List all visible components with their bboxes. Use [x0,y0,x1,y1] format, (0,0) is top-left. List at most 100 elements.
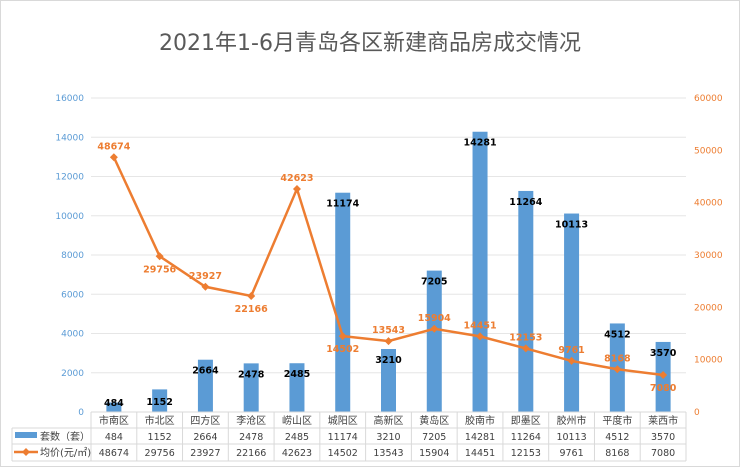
left-axis-tick: 0 [78,408,84,418]
price-marker [155,252,164,261]
left-axis-tick: 2000 [61,369,84,379]
table-cell-price: 48674 [99,448,129,459]
table-cell-price: 22166 [236,448,266,459]
price-data-label: 14451 [464,320,497,331]
price-marker [476,332,485,341]
price-data-label: 8168 [604,353,631,364]
price-data-label: 14502 [326,344,359,355]
category-label: 李沧区 [236,414,266,427]
bar-市北区 [152,389,168,412]
table-cell-price: 14502 [328,448,358,459]
right-axis-tick: 60000 [694,94,723,104]
price-data-label: 7080 [650,383,677,394]
price-marker [430,324,439,333]
count-data-label: 1152 [146,397,172,408]
count-data-label: 7205 [421,277,447,288]
category-label: 即墨区 [511,415,541,427]
category-label: 崂山区 [282,415,312,427]
table-cell-price: 15904 [419,448,449,459]
price-data-label: 12153 [509,332,542,343]
count-data-label: 4512 [604,329,630,340]
bar-胶州市 [564,213,580,412]
table-cell-count: 2478 [239,432,263,443]
count-data-label: 11174 [326,199,359,210]
right-axis-tick: 40000 [694,199,723,209]
category-label: 胶南市 [465,414,495,427]
legend-price: 均价(元/㎡) [40,447,91,459]
price-data-label: 22166 [235,304,268,315]
table-cell-count: 2485 [285,432,309,443]
price-marker [659,370,668,379]
table-cell-count: 4512 [605,432,629,443]
bar-即墨区 [518,190,534,412]
count-data-label: 2664 [192,366,219,377]
table-cell-count: 11264 [511,432,541,443]
table-cell-price: 7080 [651,448,675,459]
count-data-label: 2485 [284,369,310,380]
table-cell-count: 484 [105,432,123,443]
table-cell-count: 2664 [193,432,217,443]
table-cell-count: 14281 [465,432,495,443]
left-axis-tick: 4000 [61,330,84,340]
table-cell-price: 29756 [145,448,175,459]
bar-崂山区 [289,363,305,412]
price-data-label: 29756 [143,264,176,275]
price-marker [201,282,210,291]
left-axis-tick: 8000 [61,251,84,261]
category-label: 市南区 [99,414,129,427]
price-marker [338,332,347,341]
category-label: 四方区 [190,414,220,427]
legend-line-marker [22,448,30,456]
table-cell-count: 10113 [556,432,586,443]
price-marker [247,291,256,300]
table-cell-price: 12153 [511,448,541,459]
table-cell-count: 7205 [422,432,446,443]
price-data-label: 42623 [280,173,313,184]
price-data-label: 48674 [97,141,130,152]
left-axis-tick: 10000 [55,212,84,222]
price-marker [109,153,118,162]
count-data-label: 11264 [509,197,542,208]
right-axis-tick: 0 [694,408,700,418]
bar-高新区 [381,349,396,412]
left-axis-tick: 6000 [61,290,84,300]
bar-黄岛区 [426,270,442,412]
bar-市南区 [106,402,122,412]
bar-城阳区 [335,192,351,412]
category-label: 胶州市 [557,414,587,427]
price-data-label: 9761 [558,345,584,356]
count-data-label: 3210 [375,355,402,366]
left-axis-tick: 12000 [55,173,84,183]
category-label: 平度市 [602,414,632,427]
table-cell-price: 42623 [282,448,312,459]
chart-title: 2021年1-6月青岛各区新建商品房成交情况 [159,31,581,56]
price-marker [521,344,530,353]
bar-李沧区 [243,363,259,412]
price-marker [613,365,622,374]
count-data-label: 3570 [650,348,677,359]
legend-count: 套数（套） [40,430,90,443]
left-axis-tick: 14000 [55,133,84,143]
price-marker [567,356,576,365]
bar-四方区 [197,359,213,412]
count-data-label: 484 [104,398,124,409]
table-cell-price: 23927 [190,448,220,459]
price-data-label: 13543 [372,325,405,336]
count-data-label: 10113 [555,220,588,231]
left-axis-tick: 16000 [55,94,84,104]
table-cell-count: 3210 [376,432,400,443]
table-cell-count: 11174 [328,432,358,443]
right-axis-tick: 50000 [694,146,723,156]
category-label: 黄岛区 [419,414,449,427]
table-cell-price: 8168 [605,448,629,459]
table-cell-price: 9761 [559,448,583,459]
price-marker [384,337,393,346]
category-label: 高新区 [374,414,404,427]
table-cell-price: 14451 [465,448,495,459]
count-data-label: 14281 [464,138,497,149]
category-label: 市北区 [145,414,175,427]
table-cell-count: 1152 [148,432,172,443]
legend-bar-swatch [15,432,37,438]
price-data-label: 15904 [418,313,451,324]
